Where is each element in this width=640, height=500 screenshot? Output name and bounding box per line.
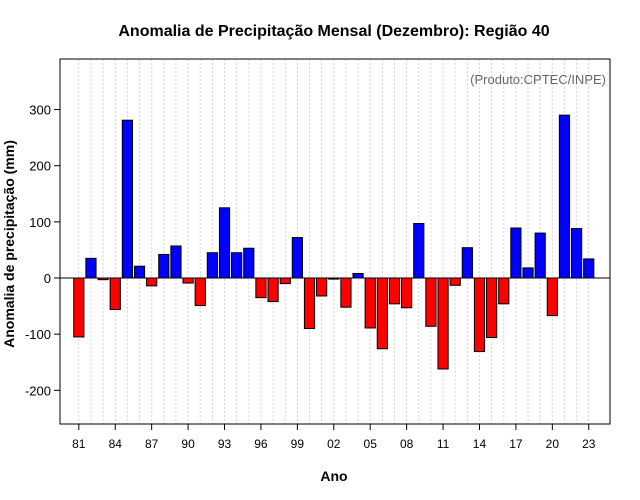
x-tick-label: 99 (291, 437, 305, 451)
bar-2009 (413, 223, 425, 279)
x-axis: 81 84 87 90 93 96 99 02 05 08 11 14 17 20 23 (72, 424, 596, 451)
x-tick-label: 11 (437, 437, 450, 451)
credit-label: (Produto:CPTEC/INPE) (470, 72, 606, 87)
bar-1997 (267, 277, 279, 303)
y-tick-label: 0 (44, 271, 51, 286)
y-tick-label: 200 (29, 159, 51, 174)
bar-2022 (571, 228, 583, 279)
x-tick-label: 17 (509, 437, 523, 451)
bar-2019 (534, 232, 546, 279)
bar-1984 (109, 277, 121, 310)
x-tick-label: 87 (145, 437, 159, 451)
bar-2007 (388, 277, 401, 305)
plot-frame (59, 58, 611, 425)
bar-2002 (328, 277, 340, 280)
bar-2014 (473, 277, 486, 353)
x-tick-label: 02 (327, 437, 341, 451)
bar-1992 (206, 252, 218, 279)
bar-2004 (352, 273, 364, 279)
chart-title: Anomalia de Precipitação Mensal (Dezembr… (118, 23, 549, 40)
bar-2010 (425, 277, 437, 327)
x-tick-label: 93 (218, 437, 232, 451)
x-tick-label: 96 (254, 437, 268, 451)
y-axis-label: Anomalia de precipitação (mm) (1, 140, 17, 348)
bar-1995 (243, 247, 255, 279)
bars-group (73, 114, 595, 370)
vertical-grid (78, 59, 590, 424)
x-tick-label: 08 (400, 437, 414, 451)
x-tick-label: 20 (546, 437, 560, 451)
x-axis-label: Ano (320, 468, 347, 484)
x-tick-label: 05 (364, 437, 378, 451)
bar-1990 (182, 277, 194, 284)
bar-2013 (461, 247, 473, 279)
bar-2023 (583, 258, 595, 279)
bar-1999 (291, 237, 303, 279)
bar-1998 (279, 277, 291, 285)
x-tick-label: 90 (181, 437, 195, 451)
x-tick-label: 14 (473, 437, 487, 451)
bar-1996 (255, 277, 267, 299)
bar-2006 (376, 277, 388, 350)
bar-2011 (437, 277, 449, 370)
x-tick-label: 23 (582, 437, 596, 451)
bar-1986 (133, 265, 146, 279)
bar-1982 (85, 257, 97, 279)
bar-2012 (449, 277, 461, 286)
y-tick-label: 100 (29, 215, 51, 230)
x-tick-label: 81 (72, 437, 86, 451)
bar-1994 (231, 252, 243, 279)
bar-2017 (510, 227, 522, 279)
bar-2000 (303, 277, 316, 330)
y-tick-label: -100 (25, 327, 51, 342)
y-tick-label: -200 (25, 383, 51, 398)
bar-2021 (558, 114, 571, 279)
bar-2016 (498, 277, 510, 305)
bar-1988 (158, 253, 170, 279)
x-tick-label: 84 (109, 437, 123, 451)
bar-2003 (340, 277, 352, 308)
bar-1991 (194, 277, 206, 307)
bar-2001 (316, 277, 328, 297)
bar-2018 (522, 267, 534, 279)
bar-1987 (146, 277, 158, 287)
bar-1989 (170, 245, 182, 279)
y-axis: -200 -100 0 100 200 300 (25, 103, 60, 398)
bar-1985 (121, 119, 133, 279)
y-tick-label: 300 (29, 103, 51, 118)
bar-1993 (218, 207, 231, 279)
bar-2005 (364, 277, 376, 329)
bar-1983 (97, 277, 109, 281)
bar-2008 (401, 277, 413, 309)
bar-2015 (486, 277, 498, 339)
bar-2020 (546, 277, 558, 317)
bar-1981 (73, 277, 85, 338)
